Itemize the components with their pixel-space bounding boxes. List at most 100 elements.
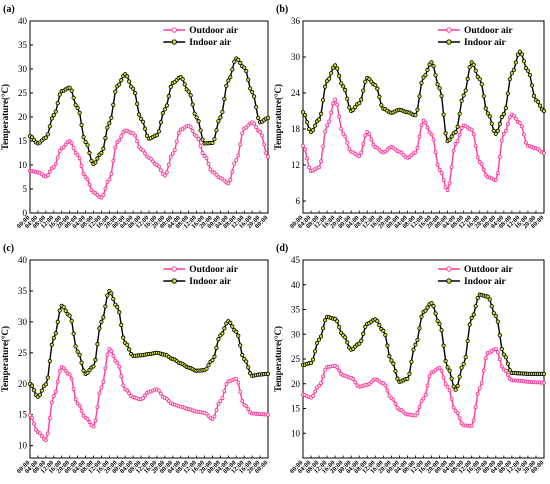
data-point [313,389,317,394]
legend-label: Indoor air [189,277,232,287]
data-point [234,329,239,334]
data-point [222,389,227,394]
legend-item-indoor-air: Indoor air [163,38,232,48]
data-point [228,320,233,325]
data-point [461,361,466,367]
data-point [43,135,48,140]
data-point [265,371,271,376]
data-point [303,147,307,152]
data-point [194,115,199,120]
series-indoor-air [27,56,271,167]
data-point [210,358,215,363]
data-point [447,137,452,142]
data-point [57,92,62,97]
data-point [441,343,446,348]
data-point [439,170,444,175]
data-point [483,106,488,111]
data-point [244,359,249,364]
data-point [30,415,34,420]
data-point [117,364,122,369]
data-point [113,145,118,150]
data-point [469,127,474,132]
data-point [312,123,318,128]
data-point [95,405,100,409]
data-point [335,319,340,324]
data-point [337,73,342,79]
data-point [535,99,541,104]
data-point [151,159,155,164]
data-point [459,365,464,370]
data-point [55,100,60,106]
data-point [363,133,368,138]
data-point [115,360,120,365]
series-line [29,121,269,199]
data-point [28,413,32,418]
data-point [224,382,229,387]
data-point [363,324,368,329]
data-point [427,374,432,379]
data-point [307,165,311,170]
data-point [87,150,92,156]
data-point [359,97,364,102]
data-point [487,297,492,302]
data-point [455,383,460,389]
data-point [81,134,86,140]
data-point [51,335,56,341]
data-point [127,347,132,352]
legend-item-outdoor-air: Outdoor air [437,26,513,36]
data-point [79,408,84,413]
data-point [331,101,336,106]
data-point [61,145,66,150]
data-point [216,119,221,124]
legend-label: Outdoor air [189,26,238,36]
y-tick-label: 15 [18,410,28,420]
data-point [503,105,508,111]
data-point [222,96,227,102]
data-point [487,114,492,119]
series-line [302,348,545,427]
data-point [429,132,434,137]
data-point [455,411,460,416]
data-point [162,173,167,178]
y-tick-label: 10 [291,428,301,438]
data-point [218,115,223,120]
data-point [329,110,334,115]
data-point [164,170,169,175]
data-point [485,111,490,116]
data-point [441,375,446,380]
data-point [87,182,92,187]
data-point [39,434,44,438]
data-point [49,342,54,347]
data-point [351,107,356,112]
data-point [202,153,207,158]
data-point [437,365,442,370]
data-point [71,146,76,150]
data-point [497,357,502,362]
data-point [379,103,384,108]
data-point [415,411,420,415]
data-point [373,83,378,88]
data-point [322,318,328,323]
data-point [481,94,486,99]
data-point [47,416,52,421]
data-point [447,181,452,186]
legend-swatch-marker [171,27,177,33]
data-point [337,324,342,330]
data-point [160,111,165,116]
data-point [236,380,241,385]
data-point [73,102,78,108]
data-point [216,337,221,342]
data-point [97,326,102,331]
data-point [242,65,247,70]
data-point [105,352,110,357]
data-point [266,412,270,417]
y-tick-label: 30 [18,64,28,74]
series-indoor-air [300,292,547,392]
data-point [93,418,98,423]
data-point [168,84,173,89]
data-point [230,67,235,72]
data-point [143,393,147,398]
data-point [361,331,366,336]
data-point [435,162,440,167]
data-point [505,361,510,366]
